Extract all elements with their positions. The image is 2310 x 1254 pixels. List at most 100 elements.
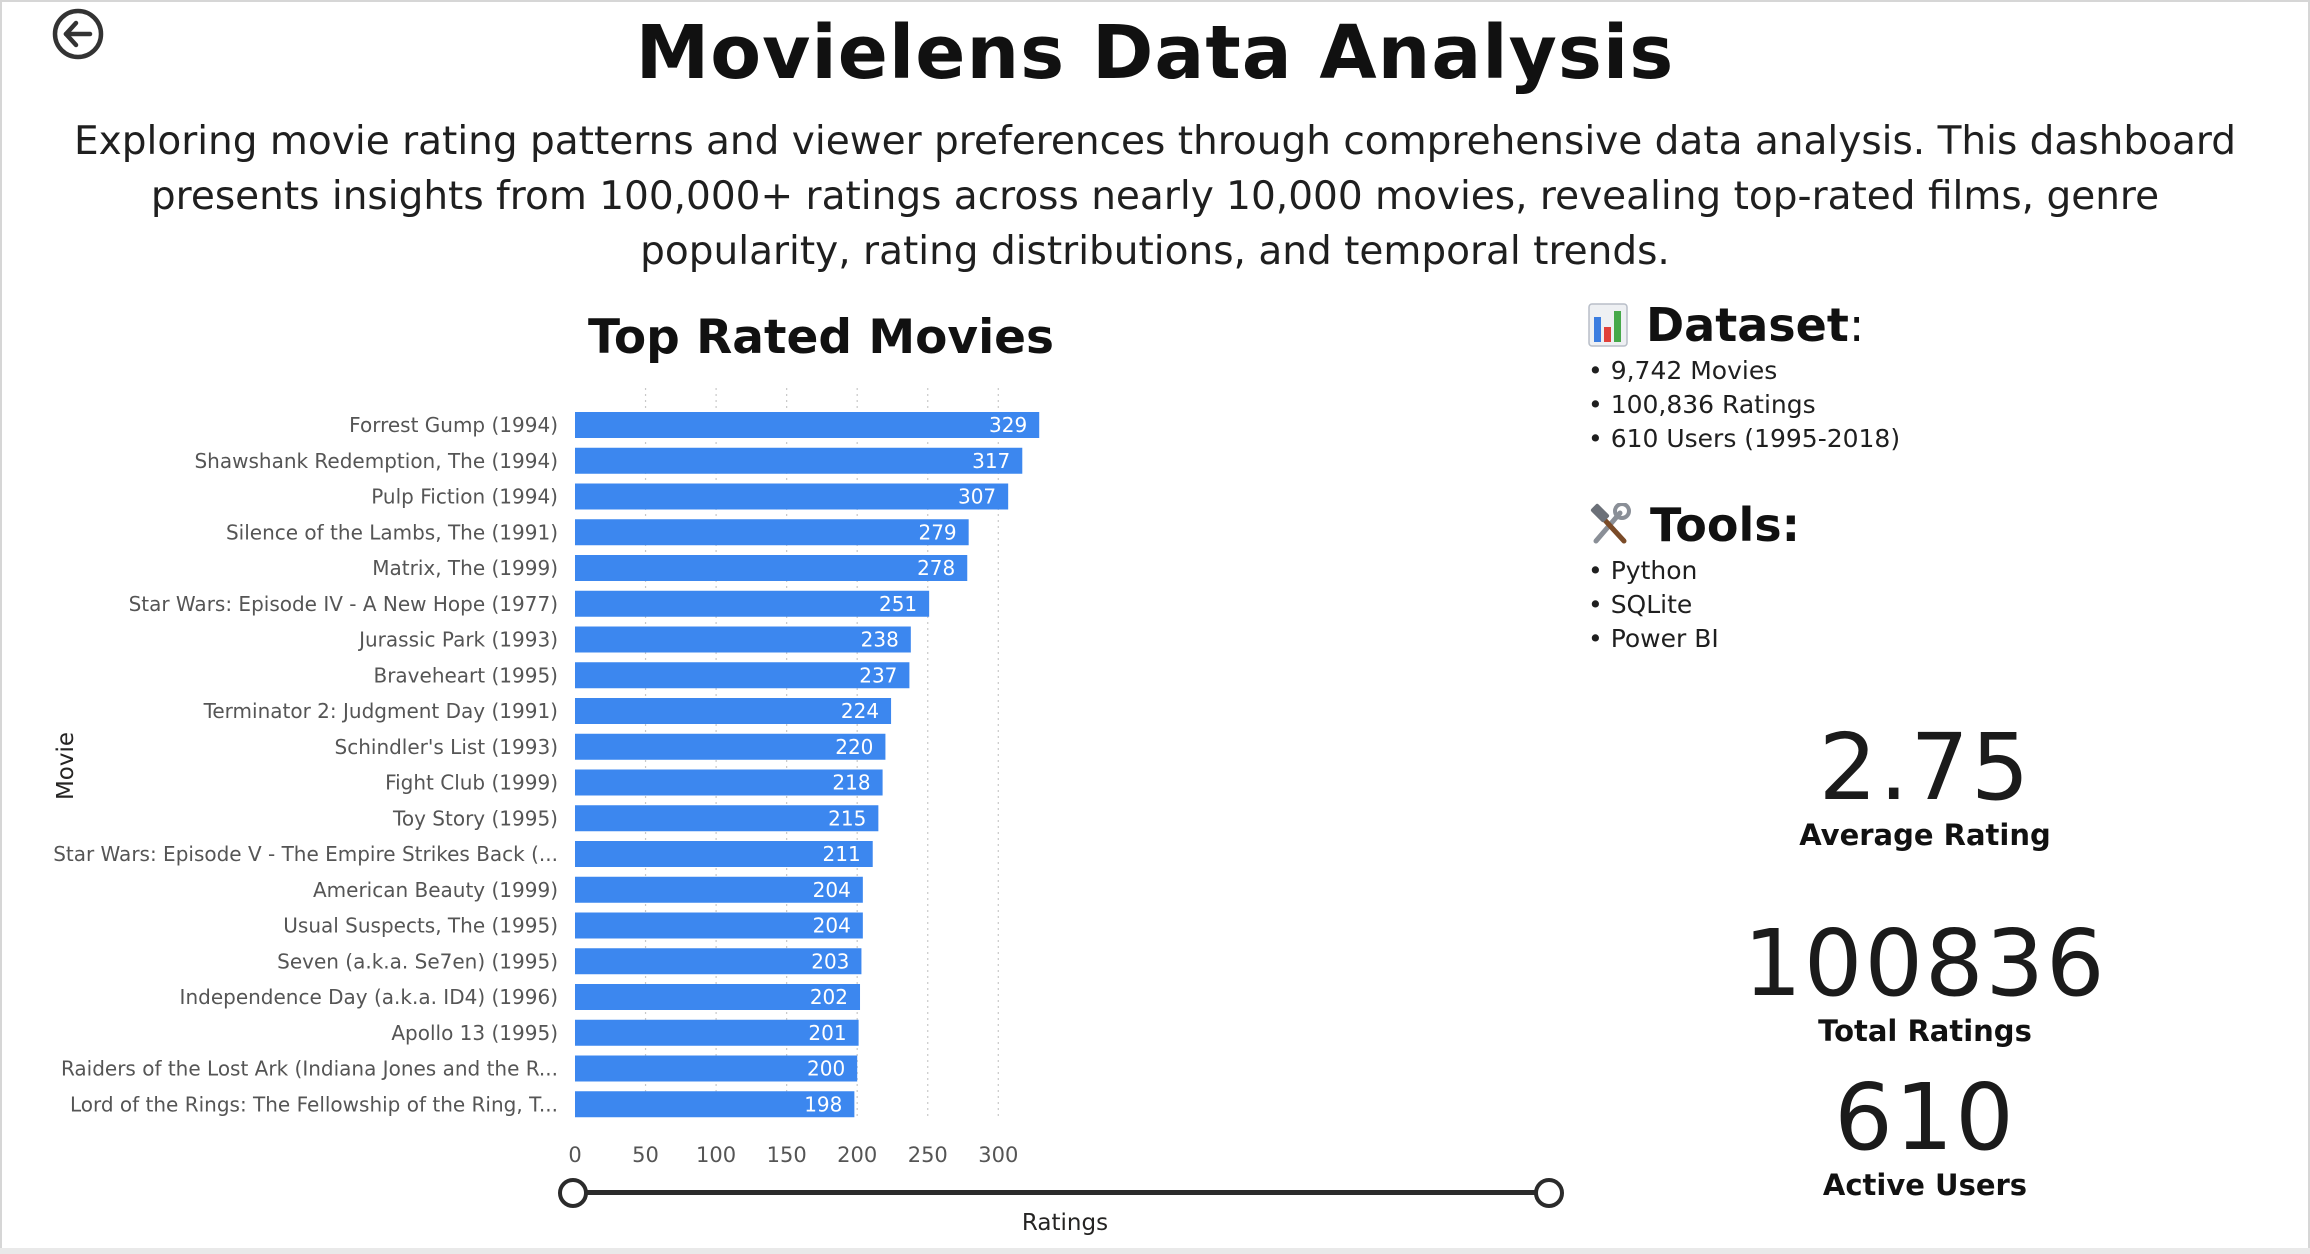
list-item: • SQLite	[1588, 590, 1693, 619]
x-tick-label: 50	[632, 1143, 659, 1167]
back-arrow-icon	[52, 8, 104, 60]
kpi-value: 610	[1834, 1064, 2016, 1171]
data-label: 204	[813, 914, 851, 938]
list-item: • 610 Users (1995-2018)	[1588, 424, 1901, 453]
dataset-heading-colon: :	[1848, 298, 1865, 352]
bar[interactable]	[575, 447, 1023, 474]
bar[interactable]	[575, 984, 861, 1010]
list-item: • Power BI	[1588, 624, 1719, 653]
bar[interactable]	[575, 841, 873, 867]
y-tick-label: Pulp Fiction (1994)	[371, 485, 558, 509]
list-item: • Python	[1588, 556, 1698, 585]
slider-handle-min[interactable]	[558, 1178, 588, 1208]
data-label: 279	[918, 520, 956, 544]
x-tick-label: 150	[767, 1143, 807, 1167]
data-label: 200	[807, 1057, 845, 1081]
tools-section: Tools: • Python • SQLite • Power BI	[1588, 498, 1800, 656]
y-tick-label: Matrix, The (1999)	[372, 556, 558, 580]
dataset-list: • 9,742 Movies • 100,836 Ratings • 610 U…	[1588, 354, 1900, 456]
data-label: 218	[832, 771, 870, 795]
y-tick-label: Star Wars: Episode IV - A New Hope (1977…	[129, 592, 558, 616]
y-tick-label: Seven (a.k.a. Se7en) (1995)	[277, 949, 558, 973]
tools-list: • Python • SQLite • Power BI	[1588, 554, 1800, 656]
list-item: • 100,836 Ratings	[1588, 390, 1816, 419]
data-label: 329	[989, 413, 1027, 437]
x-tick-label: 200	[837, 1143, 877, 1167]
kpi-label: Total Ratings	[1818, 1014, 2032, 1048]
kpi-value: 2.75	[1818, 714, 2032, 821]
data-label: 198	[804, 1092, 842, 1116]
list-item: • 9,742 Movies	[1588, 356, 1778, 385]
bar[interactable]	[575, 590, 930, 617]
bar[interactable]	[575, 519, 969, 546]
bar[interactable]	[575, 626, 911, 653]
bar[interactable]	[575, 698, 892, 724]
bar[interactable]	[575, 912, 863, 939]
x-tick-label: 100	[696, 1143, 736, 1167]
y-tick-label: Toy Story (1995)	[392, 806, 558, 830]
bar[interactable]	[575, 876, 863, 903]
bar[interactable]	[575, 1091, 855, 1118]
slider-handle-max[interactable]	[1534, 1178, 1564, 1208]
page-footer-strip	[0, 1248, 2310, 1254]
y-tick-label: Terminator 2: Judgment Day (1991)	[203, 699, 558, 723]
bar[interactable]	[575, 555, 968, 581]
y-tick-label: Apollo 13 (1995)	[391, 1021, 558, 1045]
y-tick-label: Forrest Gump (1994)	[349, 413, 558, 437]
tools-heading: Tools:	[1650, 498, 1801, 552]
x-tick-label: 0	[568, 1143, 581, 1167]
active-users-card: 610 Active Users	[1740, 1064, 2110, 1203]
data-label: 251	[879, 592, 917, 616]
hammer-wrench-emoji-icon	[1590, 503, 1631, 544]
y-tick-label: Silence of the Lambs, The (1991)	[226, 520, 558, 544]
dataset-heading: Dataset	[1646, 298, 1849, 352]
kpi-label: Average Rating	[1799, 818, 2051, 852]
data-label: 215	[828, 806, 866, 830]
y-tick-label: Lord of the Rings: The Fellowship of the…	[70, 1092, 558, 1116]
y-axis-title: Movie	[53, 731, 79, 801]
y-tick-label: Braveheart (1995)	[373, 663, 558, 687]
data-label: 224	[841, 699, 879, 723]
bar[interactable]	[575, 483, 1009, 510]
data-label: 278	[917, 556, 955, 580]
data-label: 201	[808, 1021, 846, 1045]
y-tick-label: Schindler's List (1993)	[335, 735, 558, 759]
kpi-value: 100836	[1743, 910, 2107, 1017]
chart-title: Top Rated Movies	[588, 310, 1055, 365]
x-tick-label: 250	[908, 1143, 948, 1167]
y-tick-label: Usual Suspects, The (1995)	[283, 914, 558, 938]
dataset-section: Dataset: • 9,742 Movies • 100,836 Rating…	[1588, 298, 1900, 456]
top-rated-movies-chart[interactable]: 0 50 100 150 200 250 300 329 Forrest Gump (1994)…	[0, 380, 1580, 1170]
bar[interactable]	[575, 769, 883, 796]
total-ratings-card: 100836 Total Ratings	[1740, 910, 2110, 1049]
data-label: 211	[823, 842, 861, 866]
bar[interactable]	[575, 805, 879, 832]
slider-track[interactable]	[574, 1190, 1548, 1195]
data-label: 307	[958, 485, 996, 509]
data-label: 237	[859, 663, 897, 687]
y-tick-label: Star Wars: Episode V - The Empire Strike…	[53, 842, 558, 866]
page-title: Movielens Data Analysis	[635, 10, 1675, 96]
bar[interactable]	[575, 662, 910, 689]
bar[interactable]	[575, 1055, 858, 1082]
data-label: 238	[861, 628, 899, 652]
data-label: 203	[811, 949, 849, 973]
data-label: 204	[813, 878, 851, 902]
y-tick-label: Shawshank Redemption, The (1994)	[194, 449, 558, 473]
x-axis-title: Ratings	[1021, 1210, 1109, 1236]
page-subtitle: Exploring movie rating patterns and view…	[74, 119, 2236, 274]
kpi-label: Active Users	[1822, 1168, 2028, 1202]
bar[interactable]	[575, 1019, 859, 1046]
back-button[interactable]	[50, 6, 106, 62]
bar[interactable]	[575, 948, 862, 975]
data-label: 317	[972, 449, 1010, 473]
data-label: 220	[835, 735, 873, 759]
bar[interactable]	[575, 733, 886, 760]
y-tick-label: Independence Day (a.k.a. ID4) (1996)	[180, 985, 558, 1009]
y-tick-label: Fight Club (1999)	[385, 771, 558, 795]
bar[interactable]	[575, 412, 1040, 438]
ratings-range-slider[interactable]	[556, 1174, 1566, 1210]
bar-chart-emoji-icon	[1588, 303, 1628, 347]
data-label: 202	[810, 985, 848, 1009]
